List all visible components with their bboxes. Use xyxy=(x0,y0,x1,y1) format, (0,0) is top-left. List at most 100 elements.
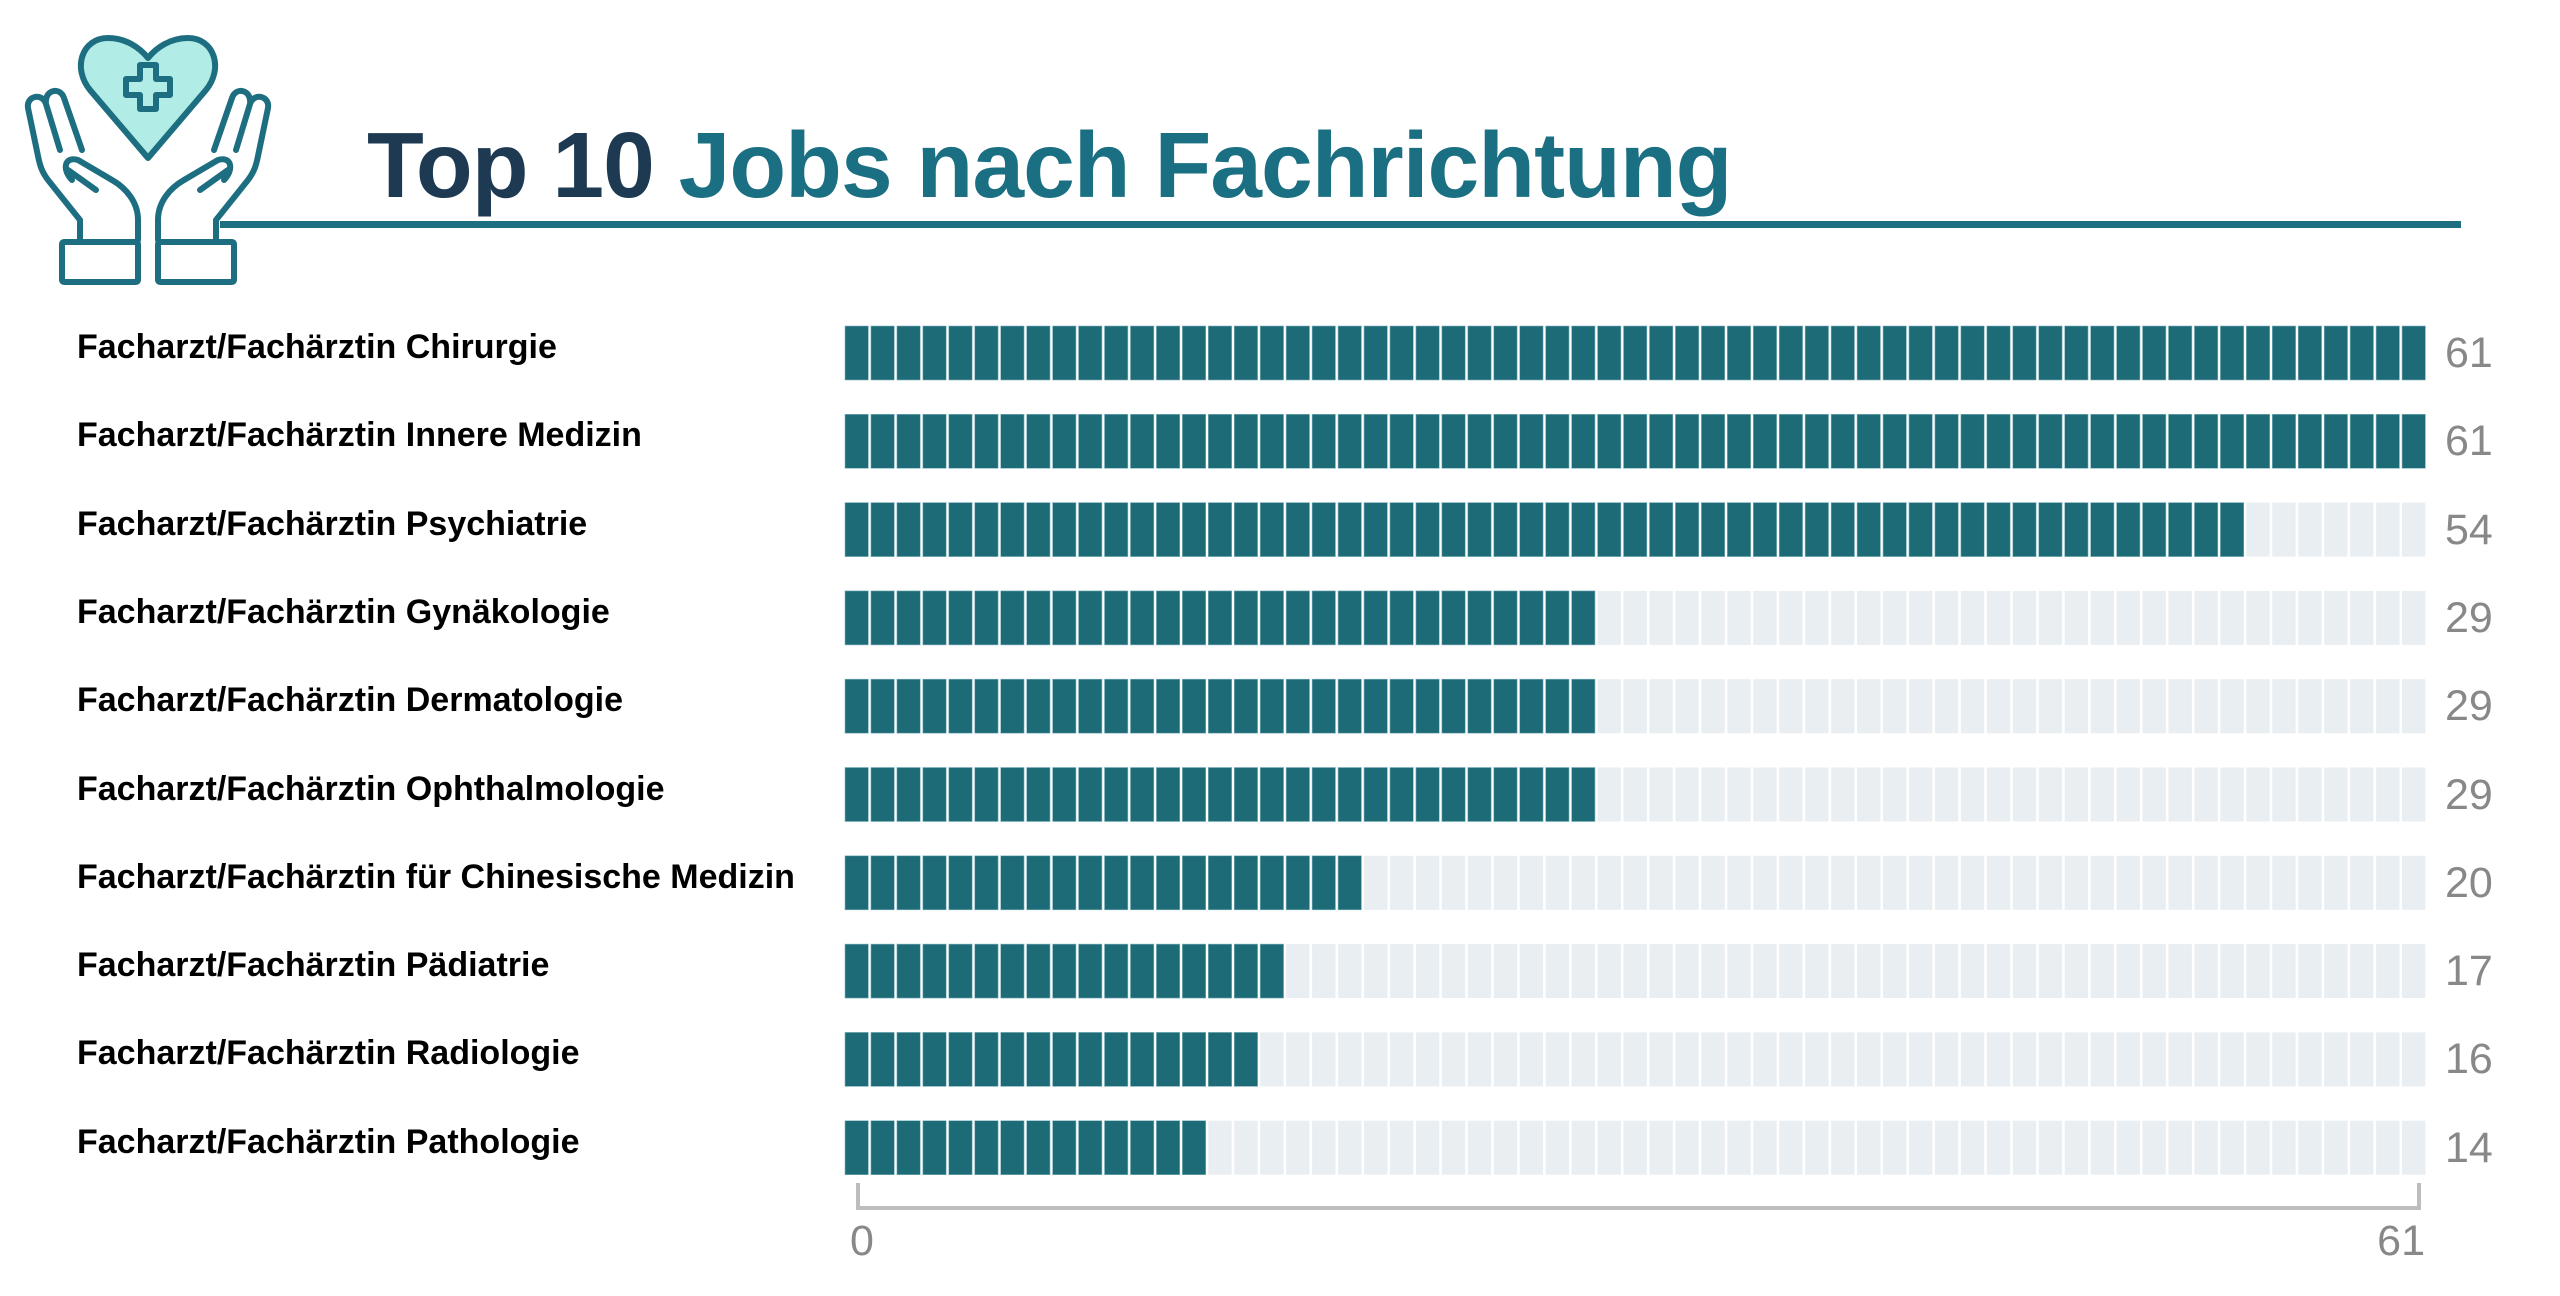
bar-cell-filled xyxy=(948,855,973,911)
bar-cell-filled xyxy=(1649,502,1674,557)
bar-cell-empty xyxy=(1779,679,1803,734)
bar-cell-filled xyxy=(1363,767,1388,822)
bar-cell-filled xyxy=(974,502,999,557)
bar-cell-empty xyxy=(1597,679,1621,734)
bar-cell-filled xyxy=(1182,502,1207,557)
bar-cell-empty xyxy=(1441,1120,1466,1175)
bar-cell-filled xyxy=(1233,943,1258,999)
bar-cell-empty xyxy=(1805,1120,1829,1175)
bar-cell-empty xyxy=(1727,944,1751,999)
bar-cell-empty xyxy=(1831,767,1855,822)
bar-cell-empty xyxy=(2298,855,2322,910)
value-label: 29 xyxy=(2445,770,2493,819)
bar-cell-filled xyxy=(1311,502,1336,557)
left-cuff-icon xyxy=(59,239,141,285)
bar-cell-filled xyxy=(2116,413,2141,469)
bar-cell-empty xyxy=(2168,1032,2192,1087)
bar-cell-empty xyxy=(1415,1032,1440,1087)
bar-cell-empty xyxy=(1934,944,1959,999)
bar-cell-filled xyxy=(1259,502,1284,557)
bar-cell-filled xyxy=(1233,590,1258,646)
bar-cell-filled xyxy=(1778,413,1803,469)
bar-cell-empty xyxy=(2324,1120,2348,1175)
bar-cell-empty xyxy=(2168,1120,2192,1175)
bar-cell-empty xyxy=(1545,855,1570,910)
bar-cell-filled xyxy=(1052,1032,1077,1087)
bar-cell-empty xyxy=(2064,679,2089,734)
bar-cell-empty xyxy=(1467,1032,1492,1087)
bar-cell-empty xyxy=(2012,590,2037,645)
bar-cell-filled xyxy=(1208,1032,1232,1087)
bar-cell-empty xyxy=(2324,679,2348,734)
bar-cell-empty xyxy=(2246,944,2270,999)
bar-cell-filled xyxy=(1285,678,1310,734)
bar-cell-filled xyxy=(1000,678,1025,734)
bar-cell-filled xyxy=(1156,325,1181,381)
bar-cell-filled xyxy=(2323,325,2348,381)
bar-cell-filled xyxy=(1233,767,1258,822)
bar-cell-filled xyxy=(1104,1032,1129,1087)
bar-cell-filled xyxy=(1804,413,1829,469)
bar-cell-empty xyxy=(1623,1120,1647,1175)
bar-cell-filled xyxy=(1389,590,1414,646)
bar-cell-filled xyxy=(1441,325,1466,381)
bar-cell-filled xyxy=(1026,767,1051,822)
bar-cell-empty xyxy=(1779,944,1803,999)
bar-cell-empty xyxy=(1727,1120,1751,1175)
bar-cell-filled xyxy=(1493,678,1518,734)
bar-cell-empty xyxy=(1727,767,1751,822)
right-cuff-icon xyxy=(155,239,237,285)
bar-cell-filled xyxy=(2142,502,2167,557)
category-label: Facharzt/Fachärztin Innere Medizin xyxy=(77,416,642,455)
bar-cell-empty xyxy=(1364,944,1388,999)
value-label: 54 xyxy=(2445,505,2493,554)
bar-cell-filled xyxy=(870,325,895,381)
bar-cell-empty xyxy=(2324,767,2348,822)
bar-cell-empty xyxy=(2376,767,2400,822)
bar-cell-filled xyxy=(948,502,973,557)
bar-cell-filled xyxy=(948,413,973,469)
bar-cell-empty xyxy=(2272,679,2296,734)
bar-cell-filled xyxy=(1389,413,1414,469)
bar-cell-filled xyxy=(1052,767,1077,822)
bar-cell-empty xyxy=(1597,767,1621,822)
bar-cell-filled xyxy=(948,943,973,999)
bar-cell-empty xyxy=(2012,1032,2037,1087)
bar-cell-filled xyxy=(1363,502,1388,557)
bar-cell-empty xyxy=(2012,944,2037,999)
bar-cell-empty xyxy=(2142,1120,2166,1175)
bar-cell-filled xyxy=(1623,413,1648,469)
bar-cell-filled xyxy=(1259,325,1284,381)
bar-cell-empty xyxy=(1675,767,1699,822)
bar-cell-filled xyxy=(1104,678,1129,734)
bar-cell-empty xyxy=(2246,1120,2270,1175)
bar-cell-filled xyxy=(1701,502,1726,557)
bar-cell-filled xyxy=(1441,678,1466,734)
bar-cell-filled xyxy=(1960,502,1985,557)
bar-cell-filled xyxy=(1882,413,1907,469)
bar-cell-empty xyxy=(1805,944,1829,999)
bar-cell-empty xyxy=(2090,679,2114,734)
bar-cell-filled xyxy=(2090,325,2115,381)
bar-cell-filled xyxy=(1026,1032,1051,1087)
bar-cell-empty xyxy=(2376,590,2400,645)
bar-cell-filled xyxy=(948,590,973,646)
bar-cell-filled xyxy=(844,855,869,911)
bar-cell-empty xyxy=(1701,590,1725,645)
bar-cell-filled xyxy=(1259,767,1284,822)
bar-cell-empty xyxy=(1727,679,1751,734)
bar-cell-filled xyxy=(1104,855,1129,911)
bar-cell-empty xyxy=(1883,1032,1907,1087)
bar-cell-filled xyxy=(896,502,921,557)
bar-cell-empty xyxy=(1727,855,1751,910)
bar-cell-filled xyxy=(1467,678,1492,734)
bar-cell-filled xyxy=(1000,855,1025,911)
bar-cell-filled xyxy=(896,325,921,381)
bar-cell-empty xyxy=(1519,944,1544,999)
bar-cell-filled xyxy=(1415,413,1440,469)
bar-cell-filled xyxy=(1078,855,1103,911)
page-title: Top 10 Jobs nach Fachrichtung xyxy=(367,110,1732,220)
bar-cell-filled xyxy=(1415,325,1440,381)
bar-cell-empty xyxy=(1779,1032,1803,1087)
bar-cell-filled xyxy=(922,413,947,469)
